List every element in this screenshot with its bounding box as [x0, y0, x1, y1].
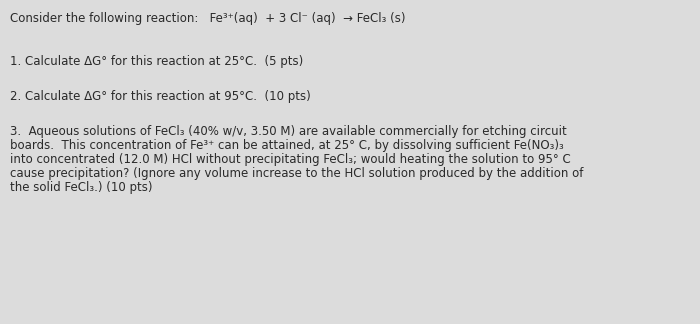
Text: 2. Calculate ΔG° for this reaction at 95°C.  (10 pts): 2. Calculate ΔG° for this reaction at 95…	[10, 90, 311, 103]
Text: the solid FeCl₃.) (10 pts): the solid FeCl₃.) (10 pts)	[10, 181, 153, 194]
Text: cause precipitation? (Ignore any volume increase to the HCl solution produced by: cause precipitation? (Ignore any volume …	[10, 167, 583, 180]
Text: into concentrated (12.0 M) HCl without precipitating FeCl₃; would heating the so: into concentrated (12.0 M) HCl without p…	[10, 153, 570, 166]
Text: Consider the following reaction:   Fe³⁺(aq)  + 3 Cl⁻ (aq)  → FeCl₃ (s): Consider the following reaction: Fe³⁺(aq…	[10, 12, 405, 25]
Text: 1. Calculate ΔG° for this reaction at 25°C.  (5 pts): 1. Calculate ΔG° for this reaction at 25…	[10, 55, 303, 68]
Text: 3.  Aqueous solutions of FeCl₃ (40% w/v, 3.50 M) are available commercially for : 3. Aqueous solutions of FeCl₃ (40% w/v, …	[10, 125, 567, 138]
Text: boards.  This concentration of Fe³⁺ can be attained, at 25° C, by dissolving suf: boards. This concentration of Fe³⁺ can b…	[10, 139, 564, 152]
